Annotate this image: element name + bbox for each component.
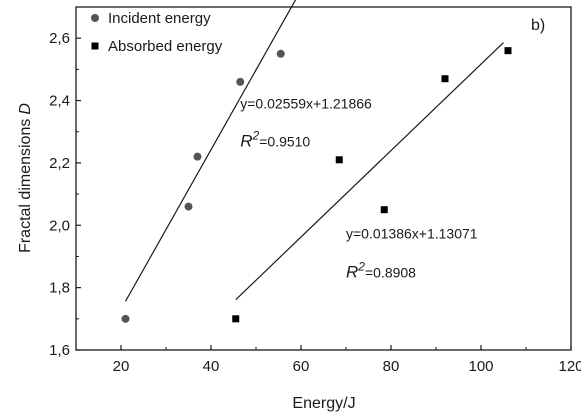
annotations: y=0.02559x+1.21866 R2=0.9510 y=0.01386x+1.…	[240, 95, 478, 281]
incident-energy-legend-label: Incident energy	[108, 10, 211, 27]
legend: Incident energy Absorbed energy	[91, 10, 223, 55]
y-tick-label: 2,0	[49, 217, 70, 234]
axis-ticks: 20 40 60 80 100 120 1,6 1,8 2,0 2,2 2,4 2,6	[49, 30, 581, 375]
absorbed-energy-equation: y=0.01386x+1.13071	[346, 225, 478, 241]
incident-energy-legend-marker	[91, 14, 99, 22]
panel-label: b)	[531, 17, 545, 34]
incident-energy-r-squared: R2=0.9510	[240, 129, 310, 151]
y-tick-label: 2,2	[49, 155, 70, 172]
y-tick-label: 1,6	[49, 342, 70, 359]
incident-energy-point	[184, 202, 193, 211]
absorbed-energy-point	[232, 315, 240, 323]
incident-energy-point	[276, 49, 285, 58]
y-axis-title-main: Fractal dimensions	[17, 119, 34, 253]
absorbed-energy-r-squared: R2=0.8908	[346, 259, 416, 281]
x-tick-label: 60	[293, 358, 310, 375]
absorbed-energy-legend-label: Absorbed energy	[108, 38, 223, 55]
x-tick-label: 40	[203, 358, 220, 375]
incident-energy-point	[236, 77, 245, 86]
y-axis-title-symbol: D	[17, 103, 34, 115]
y-tick-label: 2,6	[49, 30, 70, 47]
incident-energy-point	[121, 314, 130, 323]
incident-energy-fit-line	[124, 0, 297, 302]
absorbed-energy-point	[380, 206, 388, 214]
x-tick-label: 20	[113, 358, 130, 375]
absorbed-energy-legend-marker	[91, 42, 99, 50]
x-axis-title: Energy/J	[292, 395, 355, 412]
regression-lines	[124, 0, 504, 302]
x-tick-label: 80	[383, 358, 400, 375]
y-tick-label: 2,4	[49, 93, 70, 110]
absorbed-energy-fit-line	[235, 42, 504, 301]
absorbed-energy-point	[504, 47, 512, 55]
y-axis-title: Fractal dimensions D	[17, 103, 34, 253]
absorbed-energy-point	[441, 75, 449, 83]
x-tick-label: 100	[468, 358, 493, 375]
data-points	[121, 47, 512, 323]
plot-frame	[75, 6, 572, 351]
absorbed-energy-point	[335, 156, 343, 164]
y-tick-label: 1,8	[49, 280, 70, 297]
incident-energy-equation: y=0.02559x+1.21866	[240, 95, 372, 111]
x-tick-label: 120	[558, 358, 581, 375]
incident-energy-point	[193, 152, 202, 161]
